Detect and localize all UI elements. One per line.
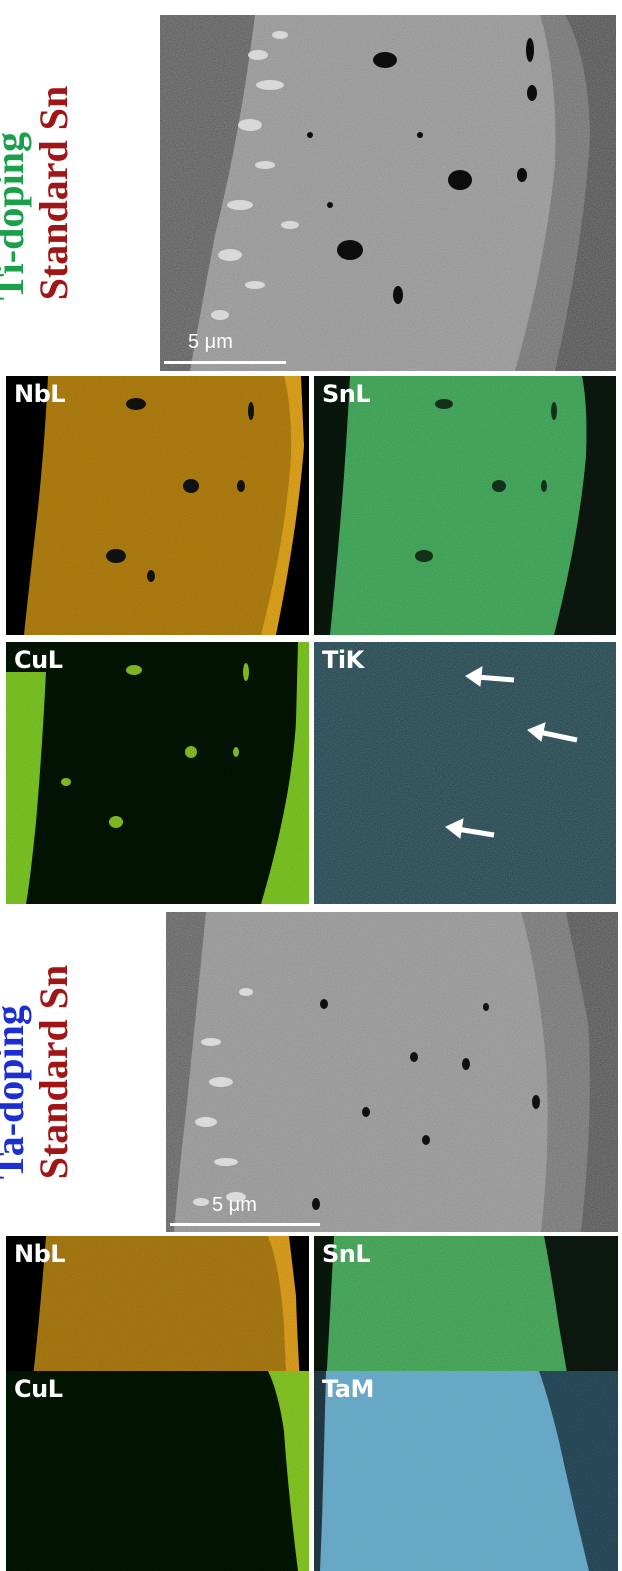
map-label-nb-ta: NbL	[14, 1240, 66, 1268]
map-label-ta-ta: TaM	[322, 1375, 374, 1403]
map-cu-ta-graphic	[6, 1371, 309, 1571]
map-ta-ta-graphic	[314, 1371, 618, 1571]
scale-bar-label-ti: 5 μm	[188, 331, 233, 353]
section-2-label: Ta-doping Standard Sn	[0, 912, 76, 1232]
map-sn-ti-graphic	[314, 376, 616, 635]
map-sn-ti: SnL	[314, 376, 616, 635]
map-nb-ti: NbL	[6, 376, 309, 635]
map-label-cu-ta: CuL	[14, 1375, 63, 1403]
map-label-nb-ti: NbL	[14, 380, 66, 408]
map-label-sn-ta: SnL	[322, 1240, 371, 1268]
section-1-label-line-1: Ti-doping	[0, 131, 32, 300]
scale-bar-label-ta: 5 μm	[212, 1194, 257, 1216]
section-1-label-line-2: Standard Sn	[31, 85, 76, 300]
map-ta-ta: TaM	[314, 1371, 618, 1571]
sem-image-ta: 5 μm	[166, 912, 618, 1232]
sem-image-ta-graphic	[166, 912, 618, 1232]
sem-image-ti-graphic	[160, 15, 616, 371]
map-cu-ta-visible: CuL	[6, 1371, 309, 1571]
map-label-ti-ti: TiK	[322, 646, 364, 674]
arrow-icon	[465, 666, 515, 687]
sem-image-ti: 5 μm	[160, 15, 616, 371]
arrow-icons	[445, 666, 578, 839]
map-cu-ti: CuL	[6, 642, 309, 904]
section-2-label-line-1: Ta-doping	[0, 1005, 32, 1180]
map-label-cu-ti: CuL	[14, 646, 63, 674]
map-ti-ti: TiK	[314, 642, 616, 904]
arrow-icon	[445, 818, 495, 839]
map-cu-ti-graphic	[6, 642, 309, 904]
arrow-icon	[527, 722, 578, 743]
scale-bar-ta	[170, 1223, 320, 1226]
scale-bar-ti	[164, 361, 286, 364]
section-2-label-line-2: Standard Sn	[31, 964, 76, 1180]
map-label-sn-ti: SnL	[322, 380, 371, 408]
map-ti-ti-graphic	[314, 642, 616, 904]
map-nb-ti-graphic	[6, 376, 309, 635]
section-1-label: Ti-doping Standard Sn	[0, 20, 76, 365]
